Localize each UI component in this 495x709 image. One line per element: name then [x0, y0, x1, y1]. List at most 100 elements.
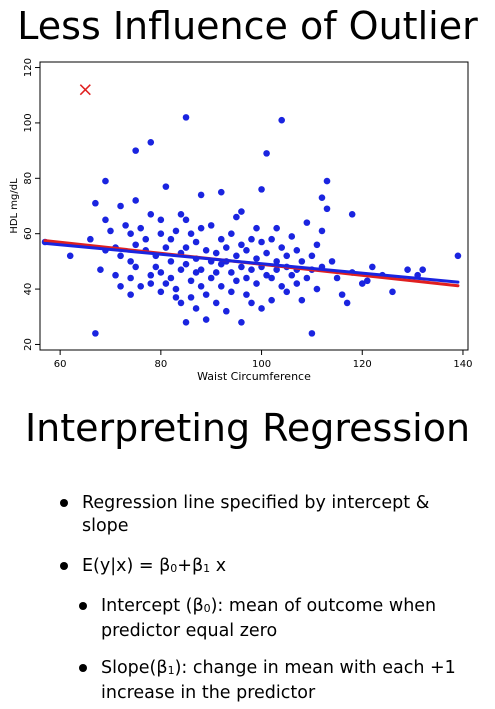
data-point — [348, 211, 356, 218]
data-point — [142, 235, 150, 243]
data-point — [212, 299, 220, 307]
data-point — [248, 235, 255, 243]
data-point — [303, 219, 311, 226]
data-point — [228, 288, 235, 296]
data-point — [328, 258, 336, 265]
data-point — [197, 266, 205, 273]
data-point — [268, 235, 275, 243]
data-point — [338, 291, 346, 298]
data-point — [298, 296, 306, 304]
data-point — [157, 288, 165, 296]
data-point — [127, 258, 134, 265]
x-tick-label: 60 — [54, 359, 67, 370]
data-point — [197, 224, 205, 232]
data-point — [253, 255, 260, 262]
data-point — [92, 199, 99, 207]
data-point — [419, 266, 426, 273]
data-point — [212, 269, 220, 276]
y-tick-label: 80 — [23, 172, 34, 185]
plot-area — [39, 61, 469, 351]
data-point — [192, 238, 200, 246]
data-point — [253, 224, 260, 232]
data-point — [228, 230, 235, 237]
data-point — [112, 271, 119, 279]
x-axis-label: Waist Circumference — [197, 370, 311, 383]
data-point — [66, 252, 74, 260]
data-point — [207, 274, 215, 282]
data-point — [308, 330, 316, 337]
data-point — [228, 269, 235, 276]
data-point — [97, 266, 104, 273]
data-point — [187, 294, 195, 301]
data-point — [207, 222, 215, 229]
slide-title-bottom: Interpreting Regression — [24, 406, 471, 450]
data-point — [288, 233, 296, 240]
data-point — [233, 213, 240, 221]
outlier-marker — [79, 84, 91, 96]
bullet-text: Slope(β1): change in mean with each +1 i… — [101, 658, 456, 703]
y-tick-label: 20 — [23, 338, 34, 351]
data-point — [172, 227, 180, 235]
y-tick-label: 120 — [23, 58, 34, 77]
data-point — [182, 114, 190, 121]
data-point — [147, 139, 155, 146]
x-tick-label: 80 — [154, 359, 167, 370]
data-point — [283, 252, 291, 260]
data-point — [87, 235, 94, 243]
data-point — [202, 316, 210, 323]
data-point — [233, 277, 240, 285]
data-point — [147, 211, 155, 218]
data-point — [117, 252, 124, 260]
data-point — [212, 249, 220, 257]
data-point — [369, 263, 376, 271]
bullet-dot — [60, 499, 68, 507]
x-axis: 60 80 100 120 140 — [54, 350, 473, 370]
data-point — [233, 252, 240, 260]
data-point — [167, 258, 175, 265]
data-point — [343, 299, 351, 307]
data-point — [127, 274, 134, 282]
data-point — [187, 230, 195, 237]
data-point — [177, 299, 185, 307]
data-point — [132, 263, 139, 271]
data-point — [102, 177, 109, 185]
data-point — [162, 244, 170, 251]
y-tick-label: 40 — [23, 283, 34, 296]
bullet-text: E(y|x) = β0+β1 x — [82, 556, 227, 576]
data-point — [263, 249, 270, 257]
data-point — [162, 280, 170, 287]
data-point — [147, 271, 155, 279]
data-point — [278, 283, 285, 290]
data-point — [177, 266, 185, 273]
data-point — [192, 305, 200, 312]
data-point — [167, 274, 175, 282]
data-point — [404, 266, 411, 273]
data-point — [288, 271, 296, 279]
scatter-chart: 20 40 60 80 100 120 60 80 100 120 140 Waist Circu… — [9, 58, 473, 383]
bullet-dot — [79, 602, 87, 610]
data-point — [454, 252, 462, 260]
data-point — [217, 235, 225, 243]
data-point — [278, 116, 285, 124]
fit-line-without-outlier — [43, 241, 460, 284]
data-point — [132, 241, 139, 249]
data-point — [172, 285, 180, 293]
data-point — [293, 280, 301, 287]
data-point — [182, 216, 190, 224]
data-point — [253, 280, 260, 287]
data-point — [117, 202, 124, 210]
data-point — [248, 299, 255, 307]
data-point — [127, 291, 134, 298]
bullet-dot — [60, 562, 68, 570]
data-point — [147, 280, 155, 287]
data-point — [187, 277, 195, 285]
data-point — [283, 288, 291, 296]
data-point — [258, 238, 265, 246]
data-point — [117, 283, 124, 290]
data-point — [323, 177, 331, 185]
data-point — [238, 208, 245, 215]
data-point — [137, 283, 145, 290]
x-tick-label: 120 — [353, 359, 372, 370]
data-point — [122, 222, 129, 229]
y-tick-label: 60 — [23, 227, 34, 240]
